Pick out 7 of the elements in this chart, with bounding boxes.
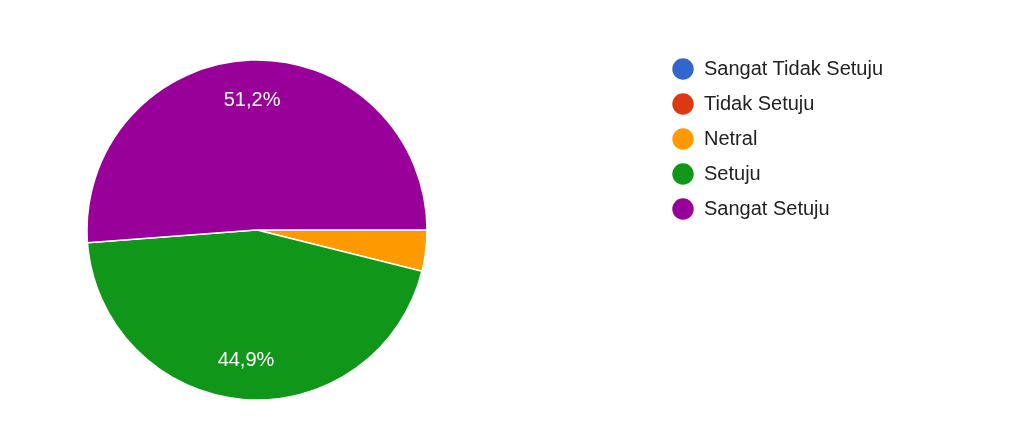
legend-label: Netral	[704, 127, 758, 149]
data-label: 51,2%	[223, 88, 281, 111]
data-label: 44,9%	[217, 347, 275, 370]
legend-label: Tidak Setuju	[704, 92, 815, 114]
legend-label: Sangat Setuju	[704, 197, 830, 219]
legend-label: Setuju	[704, 162, 761, 184]
legend-label: Sangat Tidak Setuju	[704, 57, 884, 79]
